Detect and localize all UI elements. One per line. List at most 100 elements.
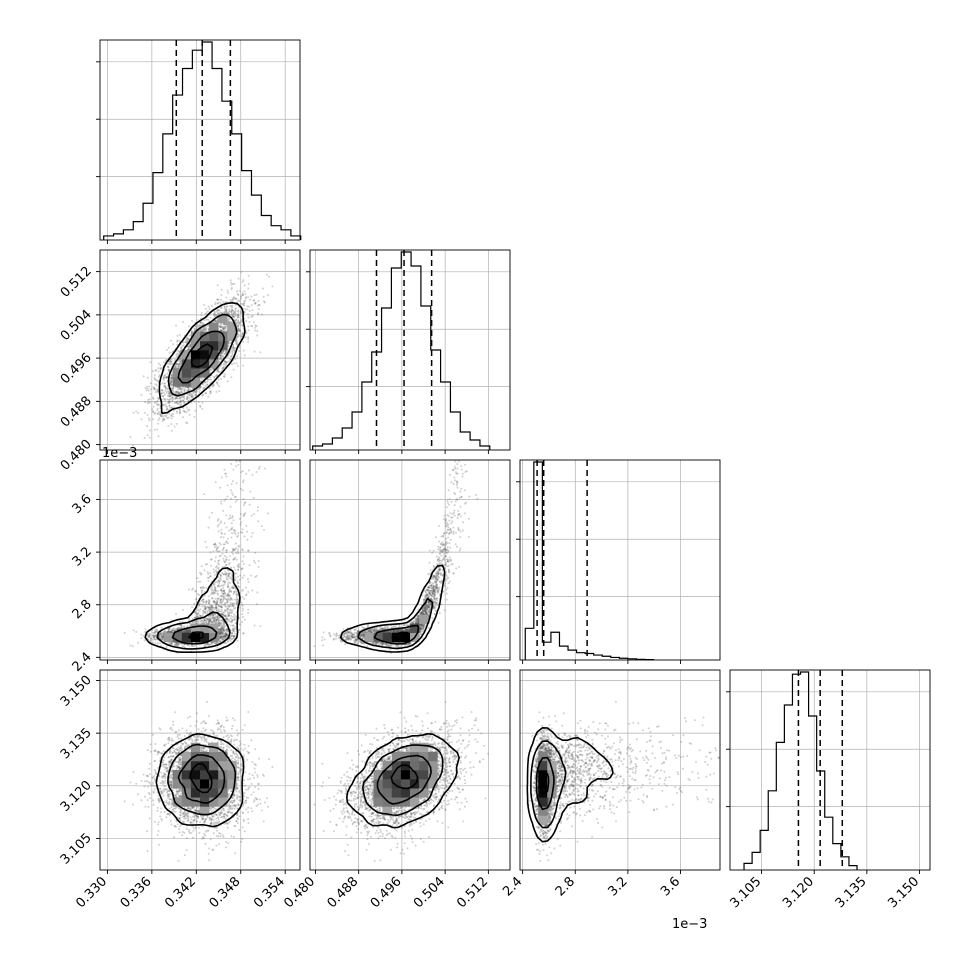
scatter-point: [201, 401, 204, 404]
scatter-point: [132, 411, 135, 414]
scatter-point: [156, 428, 159, 431]
scatter-point: [193, 400, 196, 403]
scatter-point: [249, 298, 252, 301]
scatter-point: [160, 367, 163, 370]
scatter-point: [244, 336, 247, 339]
scatter-point: [168, 630, 171, 633]
scatter-point: [237, 320, 240, 323]
scatter-group: [129, 271, 274, 447]
scatter-point: [170, 394, 173, 397]
scatter-point: [175, 365, 178, 368]
scatter-point: [216, 370, 219, 373]
scatter-point: [222, 557, 225, 560]
scatter-point: [216, 601, 218, 604]
scatter-point: [227, 614, 230, 616]
scatter-point: [187, 325, 190, 328]
scatter-point: [241, 324, 244, 327]
scatter-point: [221, 627, 223, 630]
scatter-point: [163, 418, 166, 421]
scatter-point: [170, 380, 173, 383]
scatter-point: [174, 397, 177, 400]
scatter-point: [240, 471, 242, 474]
scatter-point: [201, 321, 204, 324]
scatter-point: [169, 363, 172, 366]
scatter-point: [191, 395, 194, 398]
scatter-point: [188, 619, 191, 622]
scatter-point: [232, 637, 235, 640]
scatter-point: [224, 310, 227, 313]
scatter-point: [219, 632, 222, 635]
scatter-point: [223, 629, 226, 632]
scatter-point: [185, 336, 188, 339]
scatter-point: [190, 396, 193, 399]
density-cell: [172, 377, 183, 387]
scatter-point: [176, 363, 179, 366]
scatter-point: [222, 628, 225, 631]
scatter-point: [216, 309, 219, 312]
scatter-point: [190, 394, 193, 397]
scatter-point: [200, 312, 203, 314]
scatter-point: [232, 315, 234, 318]
scatter-point: [222, 326, 225, 328]
scatter-point: [171, 384, 174, 386]
scatter-point: [183, 395, 186, 398]
scatter-point: [242, 555, 245, 558]
scatter-point: [237, 328, 240, 331]
scatter-point: [153, 401, 156, 404]
scatter-point: [231, 604, 234, 607]
scatter-point: [169, 382, 172, 385]
scatter-point: [219, 325, 221, 328]
scatter-point: [177, 363, 180, 366]
scatter-point: [233, 635, 236, 638]
scatter-point: [180, 362, 182, 365]
scatter-point: [142, 375, 145, 378]
scatter-point: [271, 285, 274, 288]
scatter-point: [214, 581, 217, 583]
scatter-point: [163, 630, 166, 633]
scatter-point: [160, 392, 163, 395]
scatter-point: [231, 298, 234, 301]
scatter-point: [268, 275, 270, 278]
scatter-point: [164, 399, 167, 402]
scatter-point: [161, 420, 164, 423]
scatter-point: [222, 573, 225, 576]
scatter-point: [184, 630, 187, 632]
scatter-point: [224, 360, 227, 363]
scatter-point: [202, 327, 205, 330]
scatter-point: [204, 563, 207, 566]
scatter-point: [186, 629, 189, 632]
scatter-point: [262, 295, 265, 298]
scatter-point: [227, 318, 230, 321]
scatter-point: [242, 349, 245, 352]
scatter-point: [220, 351, 223, 354]
scatter-point: [207, 395, 210, 398]
scatter-point: [172, 343, 174, 346]
scatter-point: [200, 377, 203, 380]
scatter-point: [215, 619, 218, 622]
scatter-point: [238, 322, 241, 325]
scatter-point: [236, 316, 239, 319]
scatter-point: [219, 301, 222, 304]
scatter-point: [166, 390, 168, 393]
scatter-point: [243, 354, 246, 357]
scatter-point: [222, 323, 225, 325]
scatter-point: [167, 400, 170, 403]
scatter-point: [206, 383, 209, 386]
scatter-point: [256, 330, 259, 332]
scatter-point: [194, 409, 197, 412]
scatter-point: [166, 362, 169, 365]
scatter-point: [193, 416, 196, 418]
histogram-1: [312, 251, 491, 450]
scatter-point: [184, 386, 186, 389]
scatter-point: [257, 565, 260, 568]
scatter-point: [240, 312, 243, 315]
scatter-point: [217, 447, 219, 449]
scatter-point: [200, 614, 202, 617]
scatter-point: [222, 603, 225, 606]
scatter-point: [255, 325, 258, 327]
scatter-point: [236, 328, 239, 330]
scatter-point: [199, 608, 202, 611]
scatter-point: [212, 593, 215, 596]
scatter-point: [220, 584, 223, 587]
scatter-point: [208, 516, 211, 519]
